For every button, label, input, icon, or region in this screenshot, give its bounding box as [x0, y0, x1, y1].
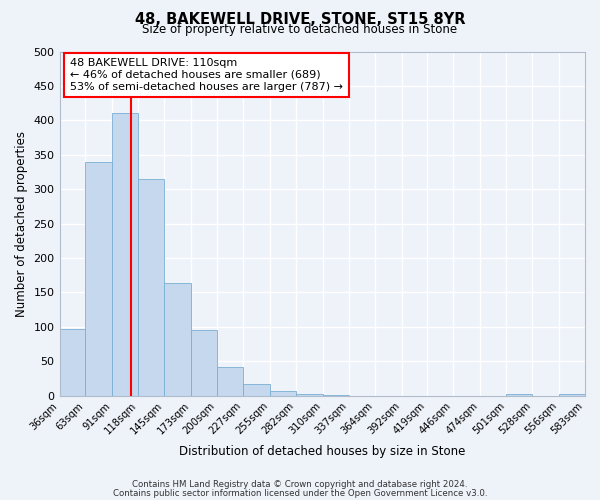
Text: 48, BAKEWELL DRIVE, STONE, ST15 8YR: 48, BAKEWELL DRIVE, STONE, ST15 8YR — [135, 12, 465, 28]
Bar — [59, 329, 85, 396]
Bar — [112, 113, 139, 396]
Text: Size of property relative to detached houses in Stone: Size of property relative to detached ho… — [142, 22, 458, 36]
Bar — [164, 284, 191, 396]
Y-axis label: Number of detached properties: Number of detached properties — [15, 130, 28, 316]
Text: Contains HM Land Registry data © Crown copyright and database right 2024.: Contains HM Land Registry data © Crown c… — [132, 480, 468, 489]
Bar — [243, 384, 270, 396]
Bar — [139, 179, 164, 396]
Bar — [217, 368, 243, 396]
X-axis label: Distribution of detached houses by size in Stone: Distribution of detached houses by size … — [179, 444, 466, 458]
Bar — [85, 162, 112, 396]
Bar — [191, 330, 217, 396]
Bar — [559, 394, 585, 396]
Bar — [270, 391, 296, 396]
Text: 48 BAKEWELL DRIVE: 110sqm
← 46% of detached houses are smaller (689)
53% of semi: 48 BAKEWELL DRIVE: 110sqm ← 46% of detac… — [70, 58, 343, 92]
Bar — [506, 394, 532, 396]
Bar — [296, 394, 323, 396]
Bar — [323, 395, 349, 396]
Text: Contains public sector information licensed under the Open Government Licence v3: Contains public sector information licen… — [113, 488, 487, 498]
